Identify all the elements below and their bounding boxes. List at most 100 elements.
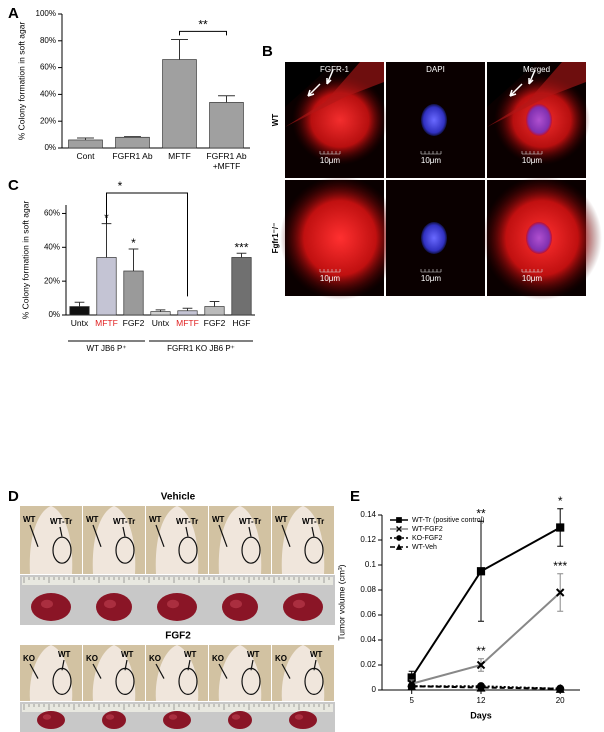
- bar: [231, 257, 252, 316]
- marker: [407, 681, 417, 691]
- marker: [476, 682, 486, 692]
- x-label-box: MFTF: [176, 318, 199, 328]
- y-tick-label: 40%: [44, 242, 60, 251]
- scale-bar-label: 10μm: [421, 274, 442, 283]
- arrow: [92, 659, 128, 679]
- error-bar: [74, 301, 85, 307]
- mouse-label: WT-Tr: [113, 517, 135, 526]
- bar: [68, 139, 103, 149]
- bar: [123, 270, 144, 316]
- x-tick-label: Cont: [76, 151, 95, 161]
- marker: [556, 523, 565, 532]
- mouse-body: [218, 506, 262, 574]
- group-title: FGF2: [165, 631, 191, 642]
- arrow: [307, 69, 334, 97]
- mouse-body: [155, 645, 199, 701]
- legend-marker: [396, 517, 402, 523]
- error-bar: [236, 252, 247, 258]
- tumor-shine: [41, 599, 53, 609]
- mouse-label: KO: [212, 654, 224, 663]
- legend-marker: [395, 543, 403, 550]
- x-tick-label: MFTF: [168, 151, 191, 161]
- mouse-label: WT: [212, 515, 225, 524]
- tumor-shine: [104, 599, 116, 609]
- tumor: [289, 711, 317, 729]
- x-label-box: FGFR1 Ab +MFTF: [206, 151, 247, 171]
- annotation: ***: [234, 240, 248, 254]
- mouse-label: WT-Tr: [239, 517, 261, 526]
- tumor-shine: [105, 714, 115, 720]
- ruler-ticks: [23, 577, 330, 583]
- arrow: [218, 524, 252, 548]
- scale-ruler: [521, 269, 543, 273]
- mouse-label: WT: [23, 515, 36, 524]
- marker: [555, 683, 565, 693]
- x-label-box: FGFR1 Ab: [112, 151, 152, 161]
- mouse-label: WT: [58, 650, 71, 659]
- mouse-label: KO: [275, 654, 287, 663]
- mouse-body: [281, 645, 325, 701]
- tumor-shine: [42, 714, 52, 720]
- y-axis-label: % Colony formation in soft agar: [16, 22, 26, 141]
- bar: [69, 306, 90, 316]
- legend-label: WT-Veh: [412, 544, 437, 551]
- mouse-body: [92, 645, 136, 701]
- ruler: [22, 704, 333, 712]
- tumor-site: [241, 536, 261, 564]
- bar: [177, 310, 198, 316]
- tumor-shine: [231, 714, 241, 720]
- marker: [476, 660, 486, 670]
- scale-bar-label: 10μm: [522, 274, 543, 283]
- y-tick-label: 20%: [44, 276, 60, 285]
- ruler-ticks: [23, 704, 330, 710]
- arrow: [281, 659, 317, 679]
- panel-label: D: [8, 488, 19, 505]
- error-bar: [128, 248, 139, 271]
- error-bar: [171, 38, 188, 60]
- tumor: [163, 711, 191, 729]
- y-tick-label: 0.12: [360, 535, 376, 544]
- legend-label: WT-Tr (positive control): [412, 517, 484, 524]
- series-line: [411, 685, 561, 690]
- series-line: [411, 591, 561, 685]
- x-label-box: FGF2: [203, 318, 226, 328]
- mouse-body: [218, 645, 262, 701]
- x-tick-label: HGF: [232, 318, 251, 328]
- tumor-shine: [168, 714, 178, 720]
- x-tick-label: FGF2: [203, 318, 226, 328]
- scale-ruler: [319, 269, 341, 273]
- marker: [476, 567, 486, 576]
- legend-label: KO-FGF2: [412, 535, 442, 542]
- nucleus: [421, 222, 447, 254]
- y-tick-label: 60%: [44, 209, 60, 218]
- y-tick-label: 0.08: [360, 585, 376, 594]
- x-tick-label: FGFR1 Ab +MFTF: [206, 151, 247, 171]
- panel-label: A: [8, 5, 19, 22]
- mouse-body: [155, 506, 199, 574]
- y-axis-label: % Colony formation in soft agar: [20, 201, 30, 320]
- mouse-label: WT: [184, 650, 197, 659]
- annotation: **: [198, 18, 208, 32]
- bar: [115, 136, 150, 149]
- mouse-body: [281, 506, 325, 574]
- x-label-box: Untx: [152, 318, 169, 328]
- y-tick-label: 100%: [36, 9, 56, 18]
- bar: [150, 311, 171, 316]
- cell: [280, 176, 400, 300]
- y-tick-label: 0.04: [360, 635, 376, 644]
- dark-region: [285, 62, 335, 107]
- bracket: [179, 30, 227, 36]
- error-bar: [124, 136, 141, 138]
- mouse-label: WT: [121, 650, 134, 659]
- mouse-label: WT: [275, 515, 288, 524]
- x-label-box: HGF: [232, 318, 251, 328]
- y-tick-label: 0%: [48, 310, 60, 319]
- nucleus: [526, 104, 552, 136]
- mouse-body: [92, 506, 136, 574]
- annotation: *: [131, 236, 136, 250]
- error-bar: [209, 300, 220, 307]
- cell-edge: [285, 62, 384, 127]
- x-label-box: Cont: [76, 151, 95, 161]
- bar: [96, 257, 117, 316]
- y-tick-label: 0: [372, 685, 377, 694]
